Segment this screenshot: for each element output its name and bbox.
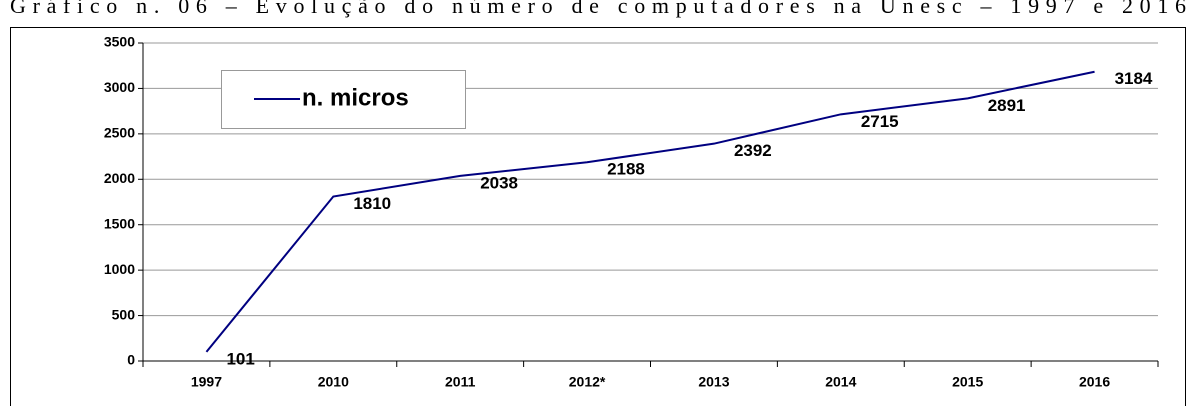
chart-title: Gráfico n. 06 – Evolução do número de co… xyxy=(10,0,1186,18)
x-tick-label: 1997 xyxy=(191,374,222,390)
data-label: 1810 xyxy=(353,194,391,213)
x-tick-label: 2011 xyxy=(445,374,476,390)
y-tick-label: 1000 xyxy=(104,261,135,277)
x-tick-label: 2012* xyxy=(569,374,606,390)
y-tick-label: 3500 xyxy=(104,34,135,50)
y-tick-label: 1500 xyxy=(104,215,135,231)
data-label: 2188 xyxy=(607,160,645,179)
legend-label: n. micros xyxy=(302,84,409,111)
data-label: 2392 xyxy=(734,141,772,160)
data-label: 101 xyxy=(226,349,254,368)
data-label: 2715 xyxy=(861,112,899,131)
y-tick-label: 2000 xyxy=(104,170,135,186)
x-tick-label: 2016 xyxy=(1079,374,1110,390)
y-tick-label: 2500 xyxy=(104,125,135,141)
y-tick-label: 3000 xyxy=(104,79,135,95)
y-tick-label: 500 xyxy=(112,306,136,322)
x-tick-label: 2015 xyxy=(952,374,983,390)
y-tick-label: 0 xyxy=(127,352,135,368)
line xyxy=(205,70,1095,353)
data-label: 2891 xyxy=(988,96,1026,115)
x-tick-label: 2013 xyxy=(698,374,729,390)
data-label: 3184 xyxy=(1115,69,1153,88)
data-label: 2038 xyxy=(480,173,518,192)
x-tick-label: 2010 xyxy=(318,374,349,390)
chart-border xyxy=(10,27,1186,406)
x-tick-label: 2014 xyxy=(825,374,856,390)
